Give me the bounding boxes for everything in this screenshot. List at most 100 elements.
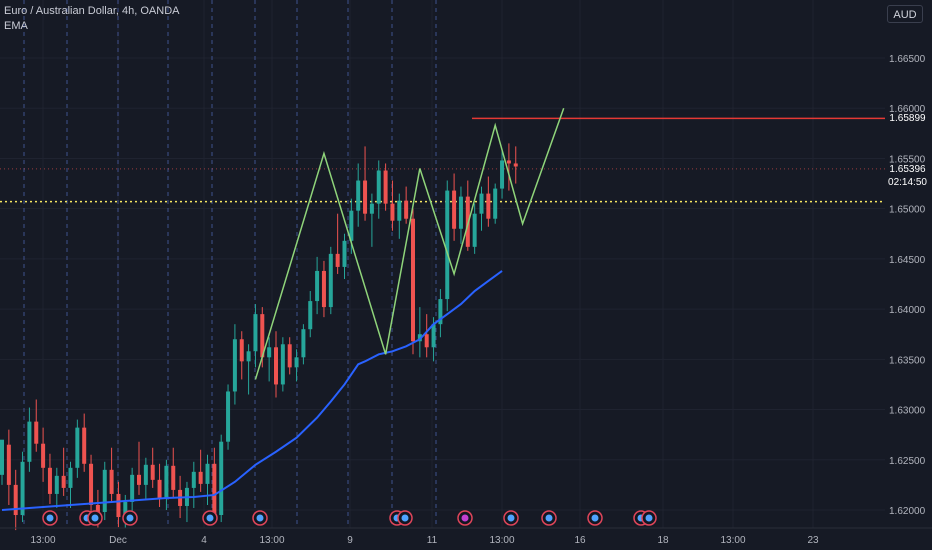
time-axis[interactable]: 13:00 Dec 4 13:00 9 11 13:00 16 18 13:00 23	[0, 527, 932, 546]
event-marker[interactable]	[202, 510, 218, 526]
candle-body	[493, 188, 498, 219]
candle-body	[363, 180, 368, 214]
candle-body	[342, 240, 347, 267]
event-marker[interactable]	[541, 510, 557, 526]
candle-body	[486, 193, 491, 219]
candle-body	[315, 270, 320, 302]
grid-lines	[0, 0, 885, 528]
candle-body	[253, 314, 258, 352]
candle-body	[500, 160, 505, 189]
event-marker[interactable]	[252, 510, 268, 526]
candle-body	[328, 253, 333, 308]
x-tick-label: 11	[427, 535, 438, 546]
y-tick-label: 1.62000	[889, 506, 926, 517]
economic-event-markers[interactable]	[42, 510, 657, 526]
candle-body	[369, 203, 374, 214]
x-tick-label: 13:00	[259, 535, 284, 546]
candle-body	[376, 170, 381, 204]
candle-body	[356, 180, 361, 211]
candle-body	[54, 475, 59, 494]
candle-body	[226, 391, 231, 442]
candle-body	[123, 501, 128, 518]
candle-body	[6, 444, 11, 485]
candle-body	[61, 475, 66, 488]
candle-body	[383, 170, 388, 204]
candle-body	[411, 218, 415, 342]
candle-body	[506, 160, 511, 164]
candle-body	[27, 421, 32, 462]
event-marker[interactable]	[122, 510, 138, 526]
candle-body	[349, 210, 354, 241]
price-axis[interactable]: 1.62000 1.62500 1.63000 1.63500 1.64000 1.645…	[889, 54, 926, 517]
x-tick-label: 18	[657, 535, 669, 546]
x-tick-label: 9	[347, 535, 353, 546]
candle-body	[164, 465, 169, 498]
candle-body	[0, 439, 4, 475]
y-tick-label: 1.63000	[889, 406, 926, 417]
candle-body	[280, 344, 285, 385]
candle-body	[479, 193, 484, 214]
candle-body	[198, 471, 203, 484]
candle-body	[41, 443, 46, 468]
event-flag-icon	[507, 514, 515, 522]
candle-body	[267, 347, 272, 358]
event-flag-icon	[545, 514, 553, 522]
candlestick-series	[0, 143, 518, 531]
event-marker[interactable]	[641, 510, 657, 526]
pattern-polyline	[254, 107, 565, 380]
target-price-label: 1.65899	[889, 113, 926, 124]
y-tick-label: 1.66500	[889, 54, 926, 65]
event-flag-icon	[256, 514, 264, 522]
candle-body	[294, 357, 299, 368]
candle-body	[417, 334, 422, 342]
session-break-lines	[23, 0, 437, 528]
candle-body	[137, 474, 141, 485]
bar-countdown: 02:14:50	[888, 177, 927, 188]
currency-button[interactable]: AUD	[887, 5, 923, 23]
candle-body	[404, 200, 409, 219]
candle-body	[321, 270, 326, 308]
y-tick-label: 1.64500	[889, 255, 926, 266]
event-marker[interactable]	[42, 510, 58, 526]
x-tick-label: Dec	[109, 535, 127, 546]
candle-body	[308, 301, 313, 330]
candle-body	[171, 465, 176, 490]
candle-body	[452, 190, 457, 229]
candle-body	[513, 163, 518, 167]
event-flag-icon	[645, 514, 653, 522]
candle-body	[232, 339, 237, 392]
event-marker[interactable]	[397, 510, 413, 526]
x-tick-label: 23	[807, 535, 819, 546]
candle-body	[116, 493, 121, 518]
ema-line	[1, 270, 503, 511]
candle-body	[287, 344, 292, 368]
candle-body	[102, 469, 107, 513]
candle-body	[109, 469, 114, 494]
candle-body	[472, 213, 477, 247]
candle-body	[68, 467, 73, 488]
x-tick-label: 4	[201, 535, 207, 546]
zigzag-pattern-drawing[interactable]	[254, 107, 565, 380]
x-tick-label: 13:00	[30, 535, 55, 546]
indicator-legend[interactable]: EMA	[4, 20, 28, 32]
candle-body	[89, 463, 94, 505]
x-tick-label: 13:00	[489, 535, 514, 546]
event-marker[interactable]	[87, 510, 103, 526]
candle-body	[397, 200, 402, 221]
candle-body	[274, 347, 278, 385]
candle-body	[47, 467, 52, 494]
candle-body	[445, 190, 450, 300]
event-flag-icon	[46, 514, 54, 522]
event-flag-icon	[126, 514, 134, 522]
event-marker[interactable]	[503, 510, 519, 526]
candle-body	[390, 203, 395, 221]
event-marker[interactable]	[457, 510, 473, 526]
event-flag-icon	[91, 514, 99, 522]
candle-body	[191, 471, 196, 488]
candle-body	[431, 324, 436, 348]
event-marker[interactable]	[587, 510, 603, 526]
event-flag-icon	[206, 514, 214, 522]
ema-polyline	[1, 270, 503, 511]
candle-body	[239, 339, 244, 362]
